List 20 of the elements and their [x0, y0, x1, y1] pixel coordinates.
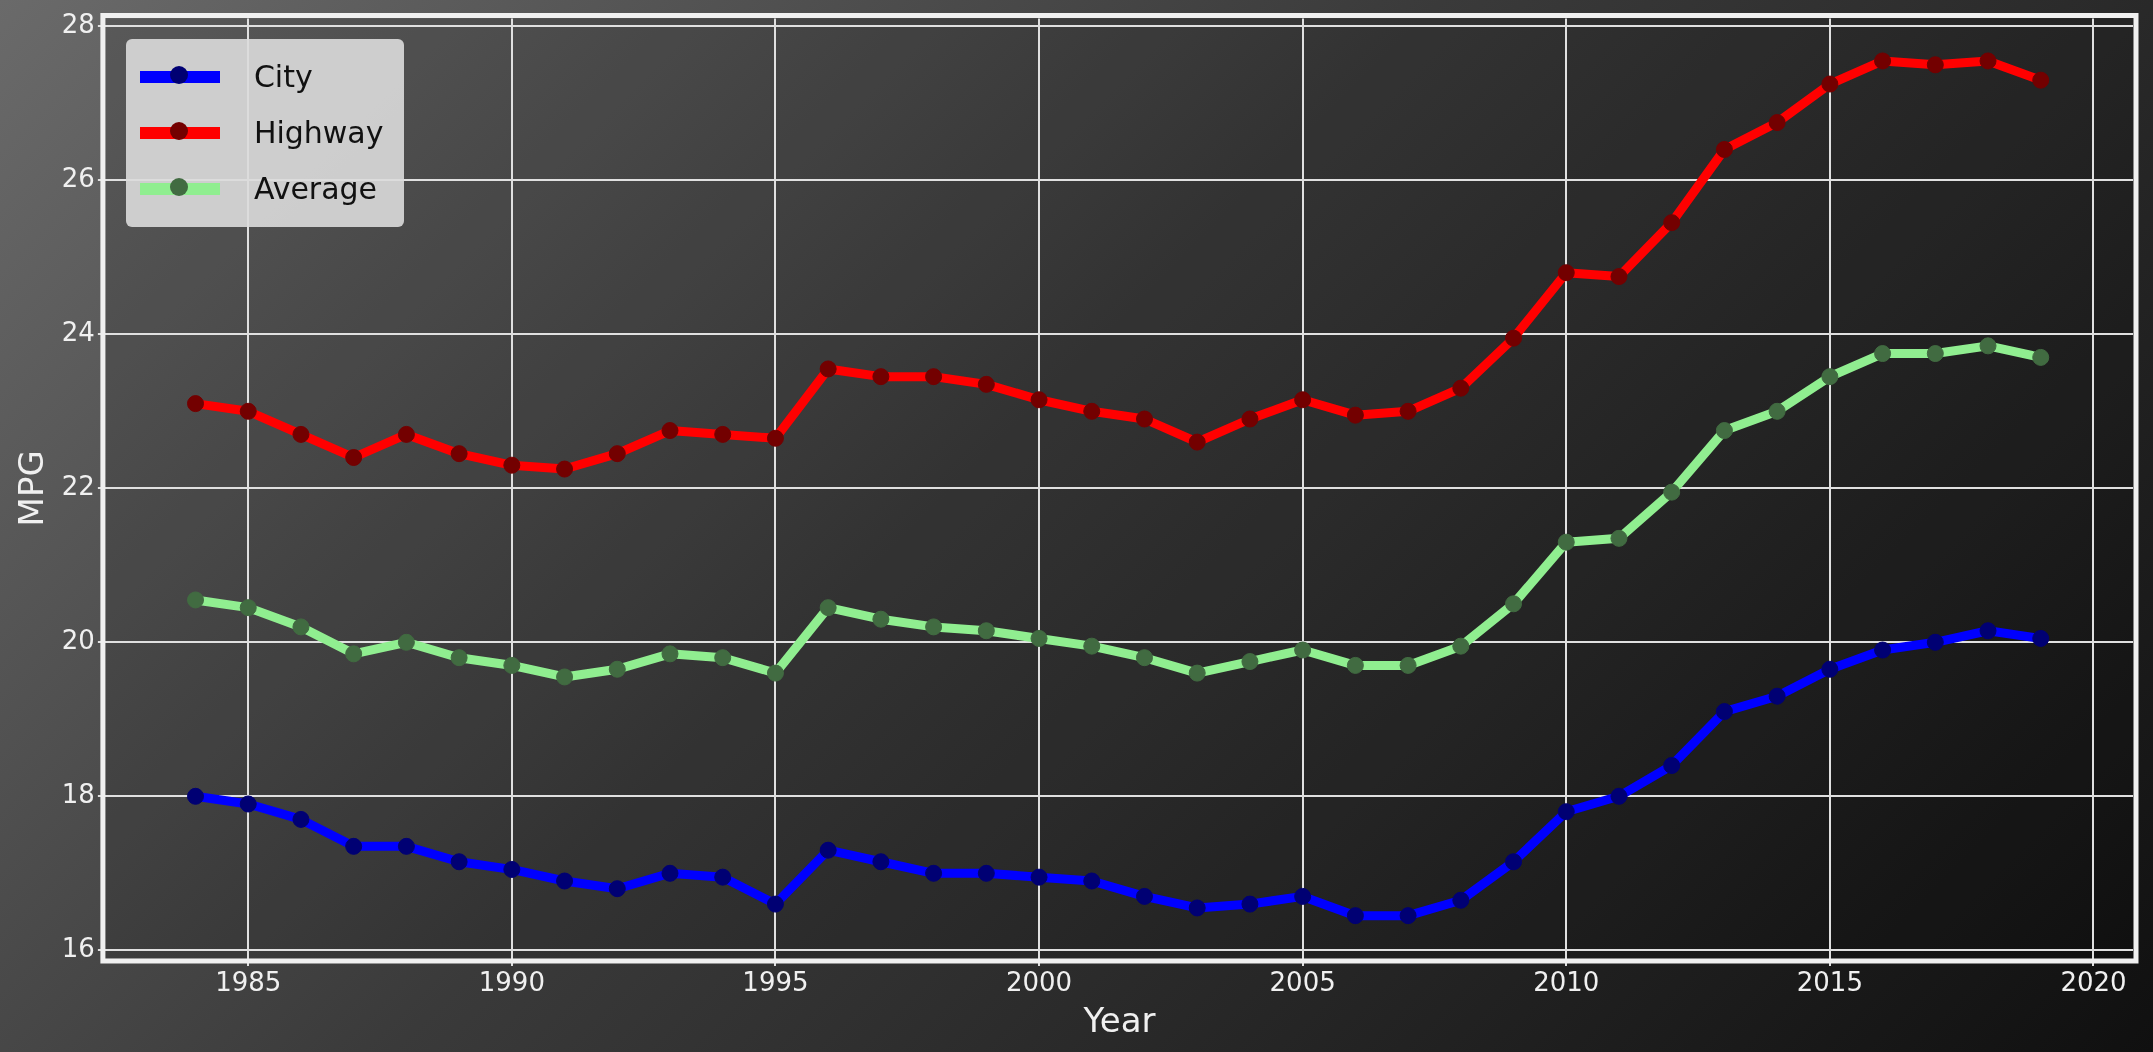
y-tick-label: 28 — [61, 9, 95, 40]
y-tick-label: 24 — [61, 317, 95, 348]
x-axis-title: Year — [1082, 1000, 1156, 1041]
y-tick-label: 16 — [61, 933, 95, 964]
y-axis-title: MPG — [11, 450, 52, 527]
x-tick-label: 1985 — [215, 967, 282, 998]
y-tick-label: 26 — [61, 163, 95, 194]
x-tick-label: 1990 — [478, 967, 545, 998]
y-tick-label: 20 — [61, 625, 95, 656]
legend-label: Average — [253, 171, 378, 207]
x-tick-label: 2000 — [1005, 967, 1073, 998]
legend-label: City — [253, 59, 313, 95]
x-tick-label: 1995 — [742, 967, 809, 998]
legend-label: Highway — [253, 115, 384, 151]
x-tick-label: 2020 — [2060, 967, 2127, 998]
x-tick-label: 2005 — [1269, 967, 1336, 998]
x-tick-label: 2015 — [1796, 967, 1863, 998]
x-tick-label: 2010 — [1533, 967, 1600, 998]
y-tick-label: 22 — [61, 471, 95, 502]
y-tick-label: 18 — [61, 779, 95, 810]
